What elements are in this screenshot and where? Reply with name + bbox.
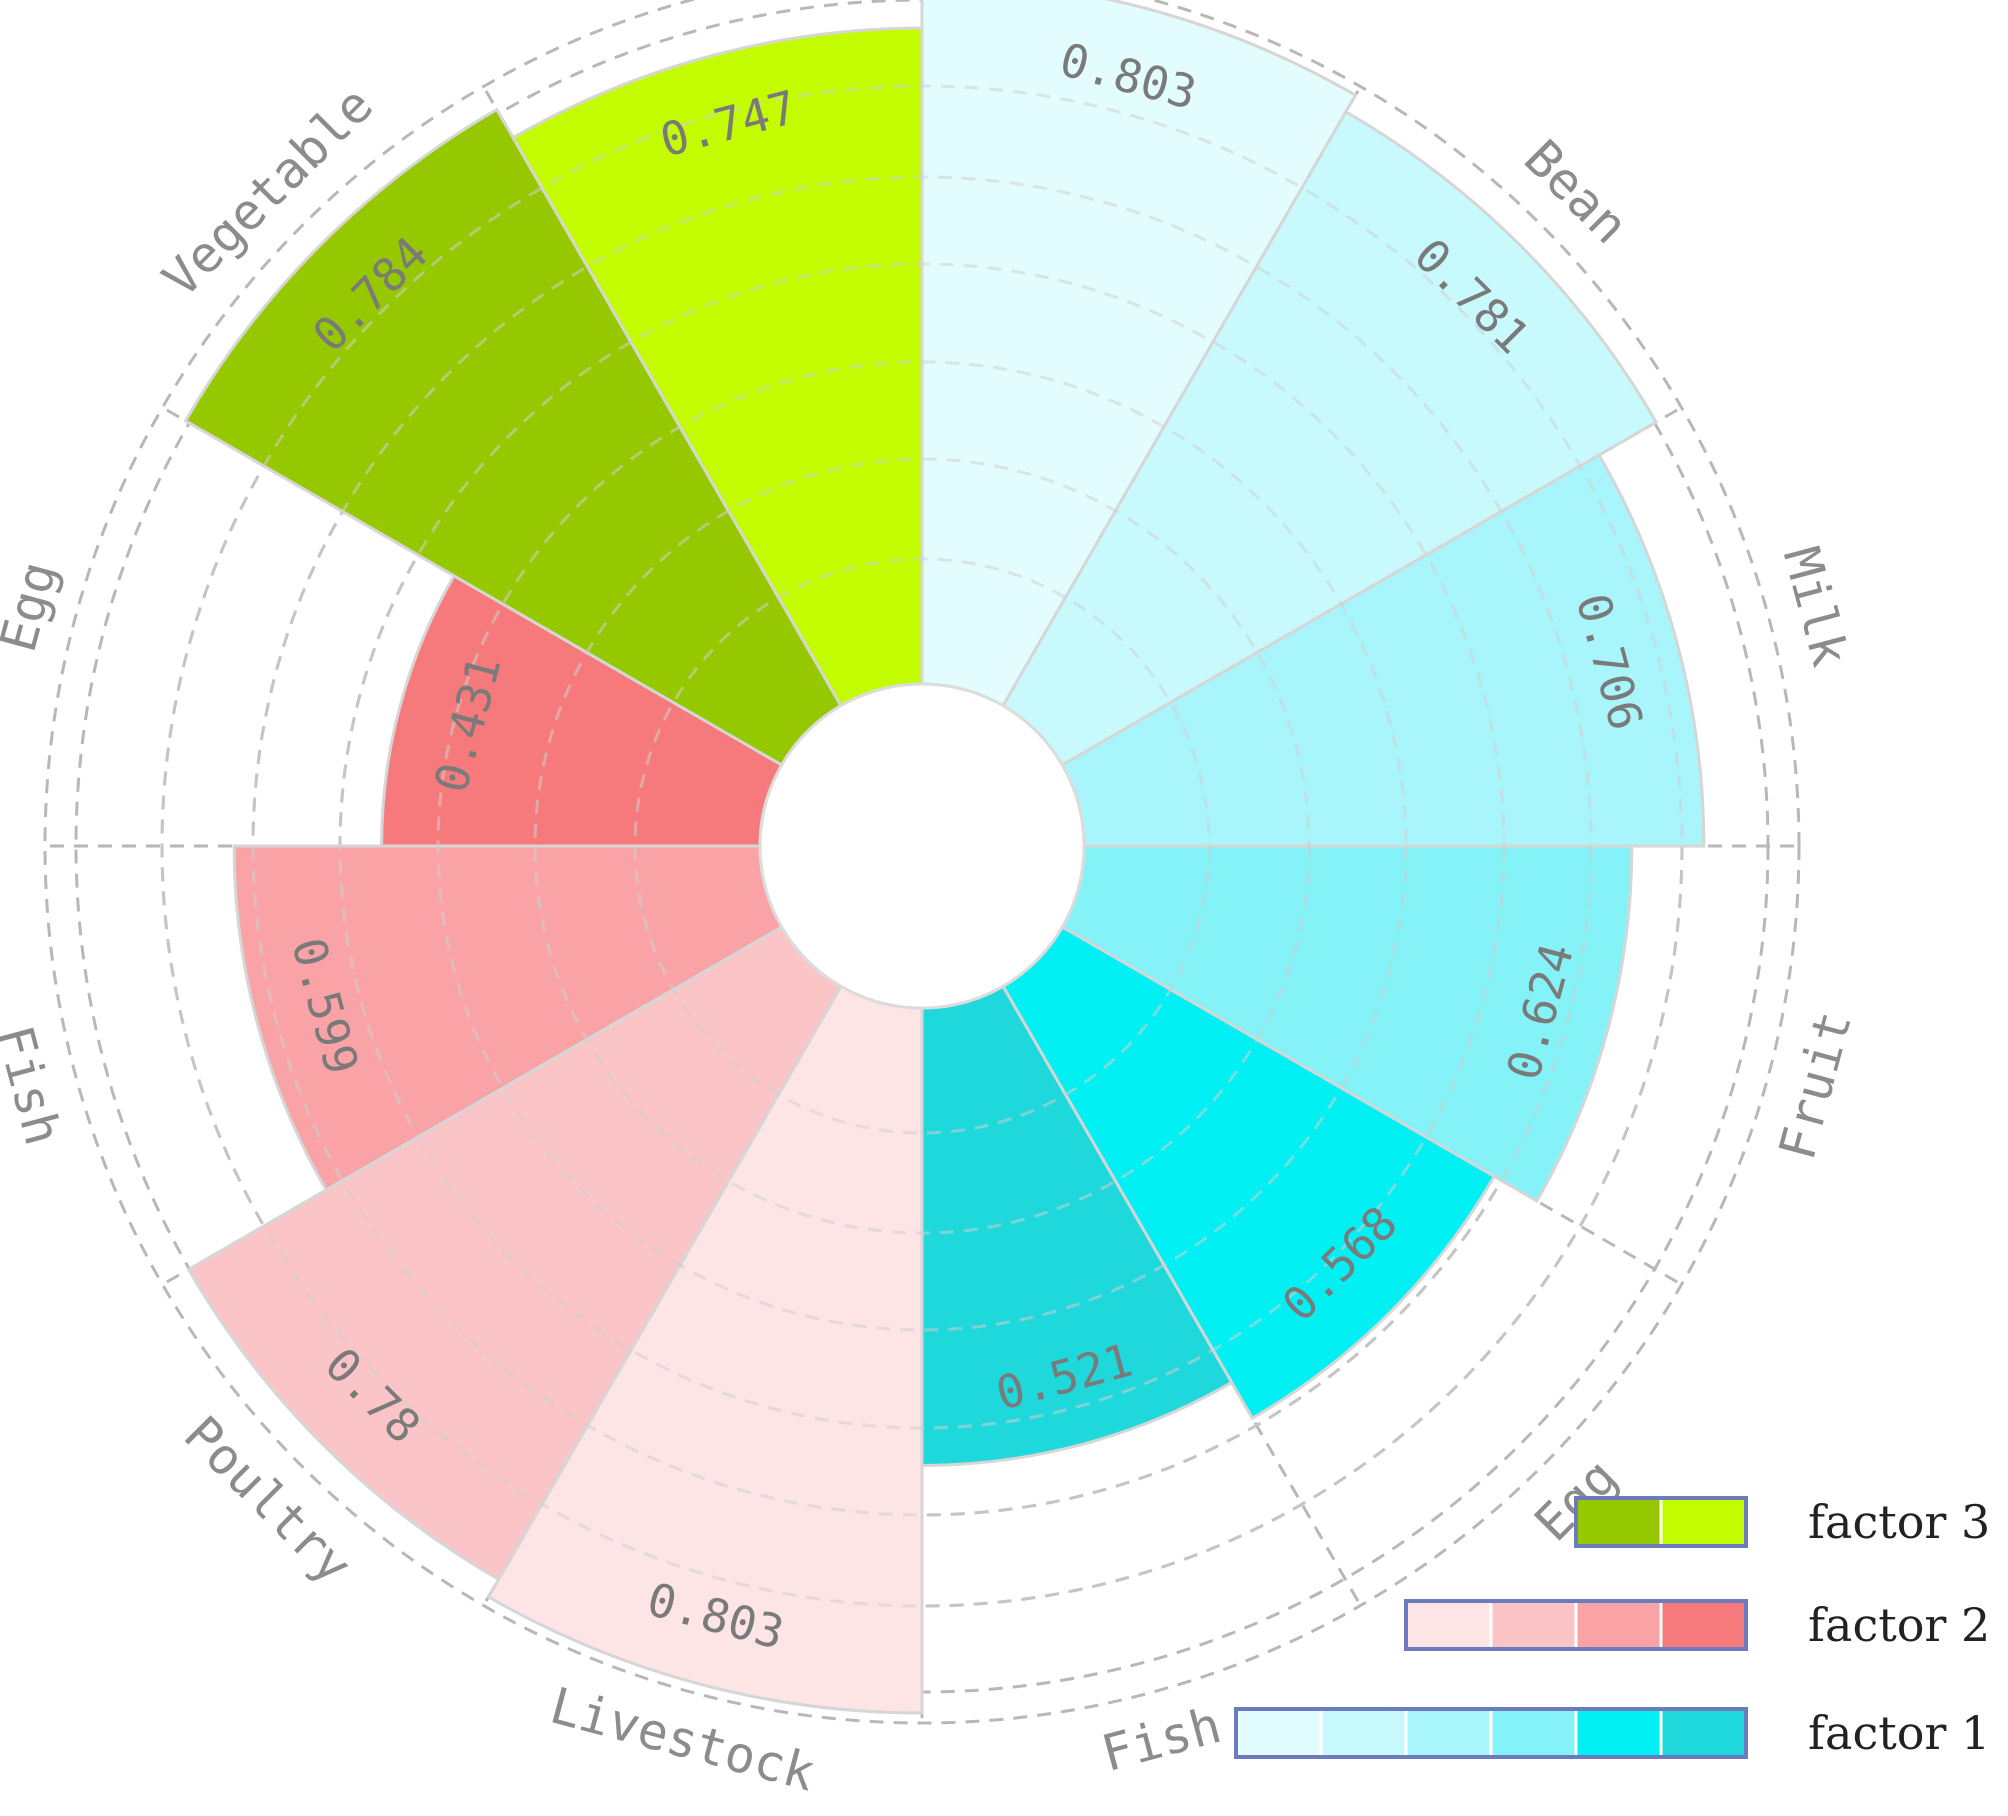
legend: factor 3 factor 2 factor 1 (1234, 1495, 1990, 1760)
category-label: Fruit (1768, 1005, 1863, 1165)
legend-swatch (1574, 1496, 1663, 1548)
category-label: Egg (0, 555, 68, 657)
legend-swatch (1659, 1496, 1748, 1548)
legend-swatch (1489, 1707, 1578, 1759)
grid-ring-overlay (436, 360, 1408, 1332)
legend-item: factor 2 (1404, 1598, 1990, 1652)
legend-item: factor 1 (1234, 1706, 1990, 1760)
legend-label: factor 2 (1808, 1598, 1990, 1652)
grid-ring-overlay (633, 557, 1211, 1135)
legend-swatch (1404, 1707, 1493, 1759)
grid-ring-overlay (251, 175, 1593, 1517)
legend-swatch (1574, 1707, 1663, 1759)
category-label: Fish (1096, 1696, 1227, 1783)
legend-swatch (1404, 1599, 1493, 1651)
center-hole (758, 682, 1086, 1010)
grid-ring (43, 0, 1801, 1725)
legend-swatch (1659, 1707, 1748, 1759)
legend-swatch (1319, 1707, 1408, 1759)
legend-swatch (1659, 1599, 1748, 1651)
grid-ring-overlay (533, 457, 1311, 1235)
legend-frame (1234, 1707, 1748, 1759)
legend-swatch (1489, 1599, 1578, 1651)
legend-swatch (1574, 1599, 1663, 1651)
category-label: Milk (1772, 541, 1859, 672)
legend-label: factor 3 (1808, 1495, 1990, 1549)
category-label: Fish (0, 1020, 72, 1151)
grid-overlay (160, 84, 1684, 1608)
legend-frame (1574, 1496, 1748, 1548)
grid-ring-overlay (160, 84, 1684, 1608)
legend-item: factor 3 (1574, 1495, 1990, 1549)
category-label: Bean (1513, 129, 1639, 255)
legend-label: factor 1 (1808, 1706, 1990, 1760)
legend-swatch (1234, 1707, 1323, 1759)
grid-ring-overlay (338, 262, 1506, 1430)
legend-frame (1404, 1599, 1748, 1651)
